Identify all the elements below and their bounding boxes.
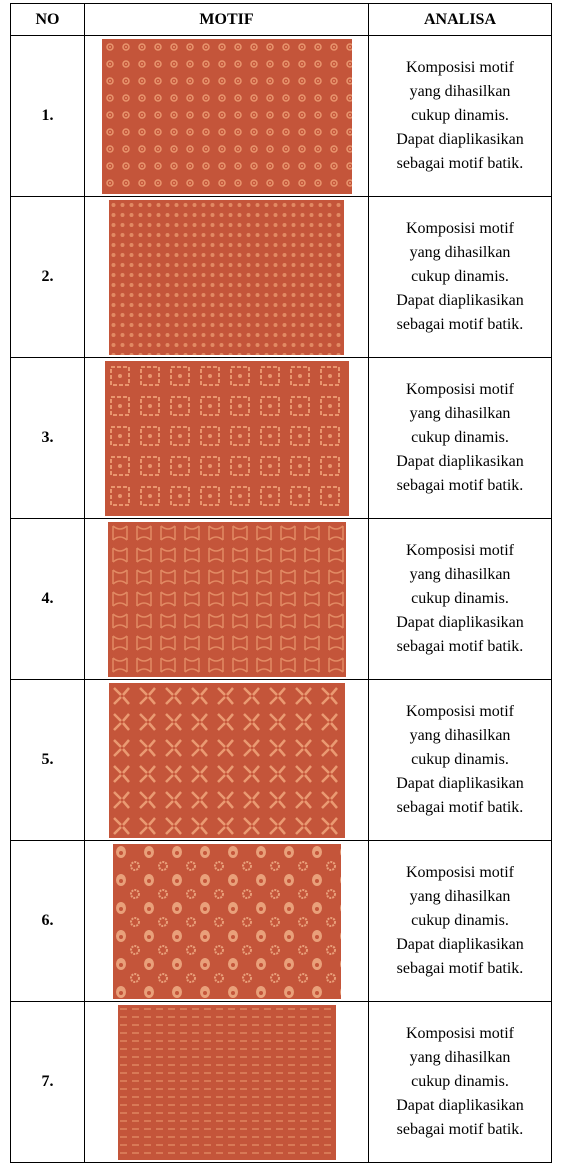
- motif-pattern: [102, 39, 352, 194]
- motif-cell: [85, 519, 369, 680]
- motif-pattern: [109, 200, 344, 355]
- analysis-line: Dapat diaplikasikan: [369, 128, 551, 152]
- motif-pattern: [113, 844, 341, 999]
- motif-image: [109, 683, 345, 838]
- motif-pattern: [109, 683, 345, 838]
- analysis-line: Dapat diaplikasikan: [369, 450, 551, 474]
- analysis-line: sebagai motif batik.: [369, 796, 551, 820]
- motif-cell: [85, 197, 369, 358]
- analysis-line: yang dihasilkan: [369, 1046, 551, 1070]
- row-number: 4.: [11, 519, 85, 680]
- header-cell: ANALISA: [369, 4, 552, 36]
- row-number: 6.: [11, 841, 85, 1002]
- analysis-line: Komposisi motif: [369, 861, 551, 885]
- analysis-line: yang dihasilkan: [369, 241, 551, 265]
- analysis-line: cukup dinamis.: [369, 1070, 551, 1094]
- analysis-line: sebagai motif batik.: [369, 152, 551, 176]
- analysis-line: cukup dinamis.: [369, 587, 551, 611]
- analysis-line: cukup dinamis.: [369, 265, 551, 289]
- header-row: NO MOTIF ANALISA: [11, 4, 552, 36]
- header-cell: NO: [11, 4, 85, 36]
- analysis-line: yang dihasilkan: [369, 724, 551, 748]
- motif-cell: [85, 358, 369, 519]
- motif-image: [109, 200, 344, 355]
- analysis-line: Dapat diaplikasikan: [369, 772, 551, 796]
- motif-cell: [85, 1002, 369, 1163]
- analysis-line: Dapat diaplikasikan: [369, 611, 551, 635]
- analysis-line: yang dihasilkan: [369, 885, 551, 909]
- analysis-line: Komposisi motif: [369, 1022, 551, 1046]
- analysis-line: cukup dinamis.: [369, 909, 551, 933]
- analysis-line: Komposisi motif: [369, 56, 551, 80]
- analysis-line: Komposisi motif: [369, 539, 551, 563]
- analysis-line: Komposisi motif: [369, 700, 551, 724]
- analysis-line: sebagai motif batik.: [369, 313, 551, 337]
- motif-image: [108, 522, 346, 677]
- row-number: 5.: [11, 680, 85, 841]
- motif-image: [102, 39, 352, 194]
- analysis-line: sebagai motif batik.: [369, 1118, 551, 1142]
- analysis-line: yang dihasilkan: [369, 402, 551, 426]
- analysis-line: yang dihasilkan: [369, 80, 551, 104]
- analysis-line: Komposisi motif: [369, 378, 551, 402]
- motif-pattern: [108, 522, 346, 677]
- page: NO MOTIF ANALISA 1.Komposisi motifyang d…: [0, 0, 561, 1169]
- row-number: 3.: [11, 358, 85, 519]
- analysis-line: cukup dinamis.: [369, 748, 551, 772]
- row-number: 7.: [11, 1002, 85, 1163]
- motif-pattern: [118, 1005, 336, 1160]
- analysis-line: Dapat diaplikasikan: [369, 289, 551, 313]
- row-number: 1.: [11, 36, 85, 197]
- analysis-line: cukup dinamis.: [369, 104, 551, 128]
- analysis-line: sebagai motif batik.: [369, 635, 551, 659]
- analysis-line: cukup dinamis.: [369, 426, 551, 450]
- row-number: 2.: [11, 197, 85, 358]
- motif-cell: [85, 841, 369, 1002]
- analysis-line: Dapat diaplikasikan: [369, 1094, 551, 1118]
- motif-image: [118, 1005, 336, 1160]
- motif-image: [113, 844, 341, 999]
- analysis-line: sebagai motif batik.: [369, 957, 551, 981]
- analysis-line: sebagai motif batik.: [369, 474, 551, 498]
- analysis-line: Dapat diaplikasikan: [369, 933, 551, 957]
- motif-image: [105, 361, 349, 516]
- analysis-line: yang dihasilkan: [369, 563, 551, 587]
- motif-cell: [85, 36, 369, 197]
- analysis-line: Komposisi motif: [369, 217, 551, 241]
- motif-pattern: [105, 361, 349, 516]
- motif-cell: [85, 680, 369, 841]
- header-cell: MOTIF: [85, 4, 369, 36]
